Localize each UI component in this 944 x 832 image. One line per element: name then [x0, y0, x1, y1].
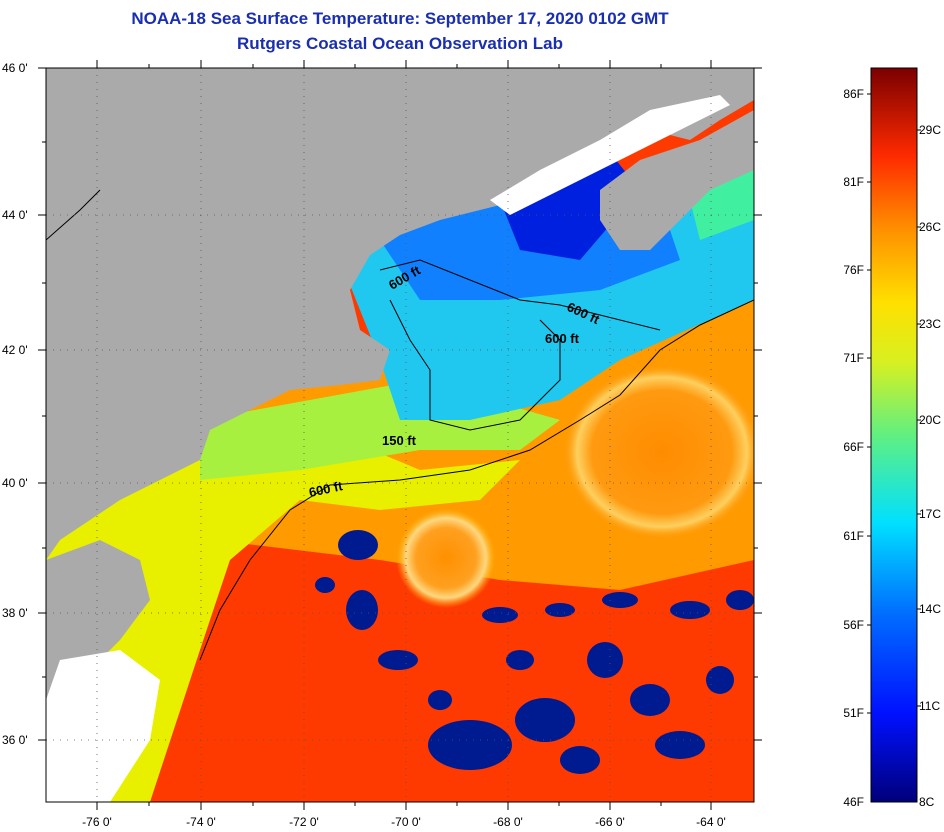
colorbar-c-label-17: 17C: [919, 507, 941, 521]
warm-core-eddy-east: [562, 364, 754, 540]
cloud-maine-coast: [490, 95, 730, 215]
colorbar: [870, 67, 918, 803]
colorbar-f-label-71: 71F: [843, 351, 864, 365]
isobath-lines: [46, 189, 754, 661]
colorbar-c-ticks: [917, 129, 921, 707]
lat-label-40: 40 0': [2, 476, 28, 490]
colorbar-c-label-23: 23C: [919, 317, 941, 331]
colorbar-c-label-29: 29C: [919, 123, 941, 137]
colorbar-f-label-46: 46F: [843, 795, 864, 809]
colorbar-c-label-11: 11C: [919, 699, 940, 713]
land-nova-scotia: [600, 110, 754, 250]
cloud-patches: [315, 530, 754, 774]
map-title: NOAA-18 Sea Surface Temperature: Septemb…: [131, 9, 669, 28]
colorbar-f-label-56: 56F: [843, 618, 864, 632]
land-north-america: [46, 68, 754, 560]
colorbar-c-label-20: 20C: [919, 413, 941, 427]
lon-label-70: -70 0': [391, 815, 421, 829]
colorbar-f-label-51: 51F: [843, 706, 864, 720]
contour-label-600ft-georges: 600 ft: [545, 331, 580, 346]
lon-label-74: -74 0': [186, 815, 216, 829]
colorbar-c-label-14: 14C: [919, 602, 941, 616]
lat-label-42: 42 0': [2, 343, 28, 357]
map-frame: [45, 67, 755, 803]
lat-label-36: 36 0': [2, 733, 28, 747]
colorbar-f-label-86: 86F: [843, 87, 864, 101]
lon-label-66: -66 0': [595, 815, 625, 829]
lon-label-64: -64 0': [696, 815, 726, 829]
lon-label-72: -72 0': [289, 815, 319, 829]
lon-label-68: -68 0': [493, 815, 523, 829]
map-area: [46, 68, 754, 802]
contour-label-600ft-shelf: 600 ft: [308, 478, 345, 500]
colorbar-c-label-26: 26C: [919, 220, 941, 234]
map-subtitle: Rutgers Coastal Ocean Observation Lab: [237, 34, 563, 53]
lat-ticks: [38, 67, 762, 741]
lon-ticks: [96, 60, 712, 810]
colorbar-f-label-81: 81F: [843, 175, 864, 189]
lon-label-76: -76 0': [82, 815, 112, 829]
colorbar-f-label-66: 66F: [843, 440, 864, 454]
contour-label-150ft: 150 ft: [382, 433, 417, 448]
shelf-water: [46, 420, 520, 802]
lat-label-46: 46 0': [2, 61, 28, 75]
cloud-chesapeake: [46, 650, 160, 802]
colorbar-c-label-8: 8C: [919, 795, 935, 809]
colorbar-f-label-61: 61F: [843, 529, 864, 543]
colorbar-f-ticks: [867, 93, 871, 714]
warm-core-eddy-west: [396, 508, 496, 608]
lat-label-38: 38 0': [2, 606, 28, 620]
lat-label-44: 44 0': [2, 208, 28, 222]
colorbar-f-label-76: 76F: [843, 263, 864, 277]
coldest-water: [500, 140, 640, 260]
